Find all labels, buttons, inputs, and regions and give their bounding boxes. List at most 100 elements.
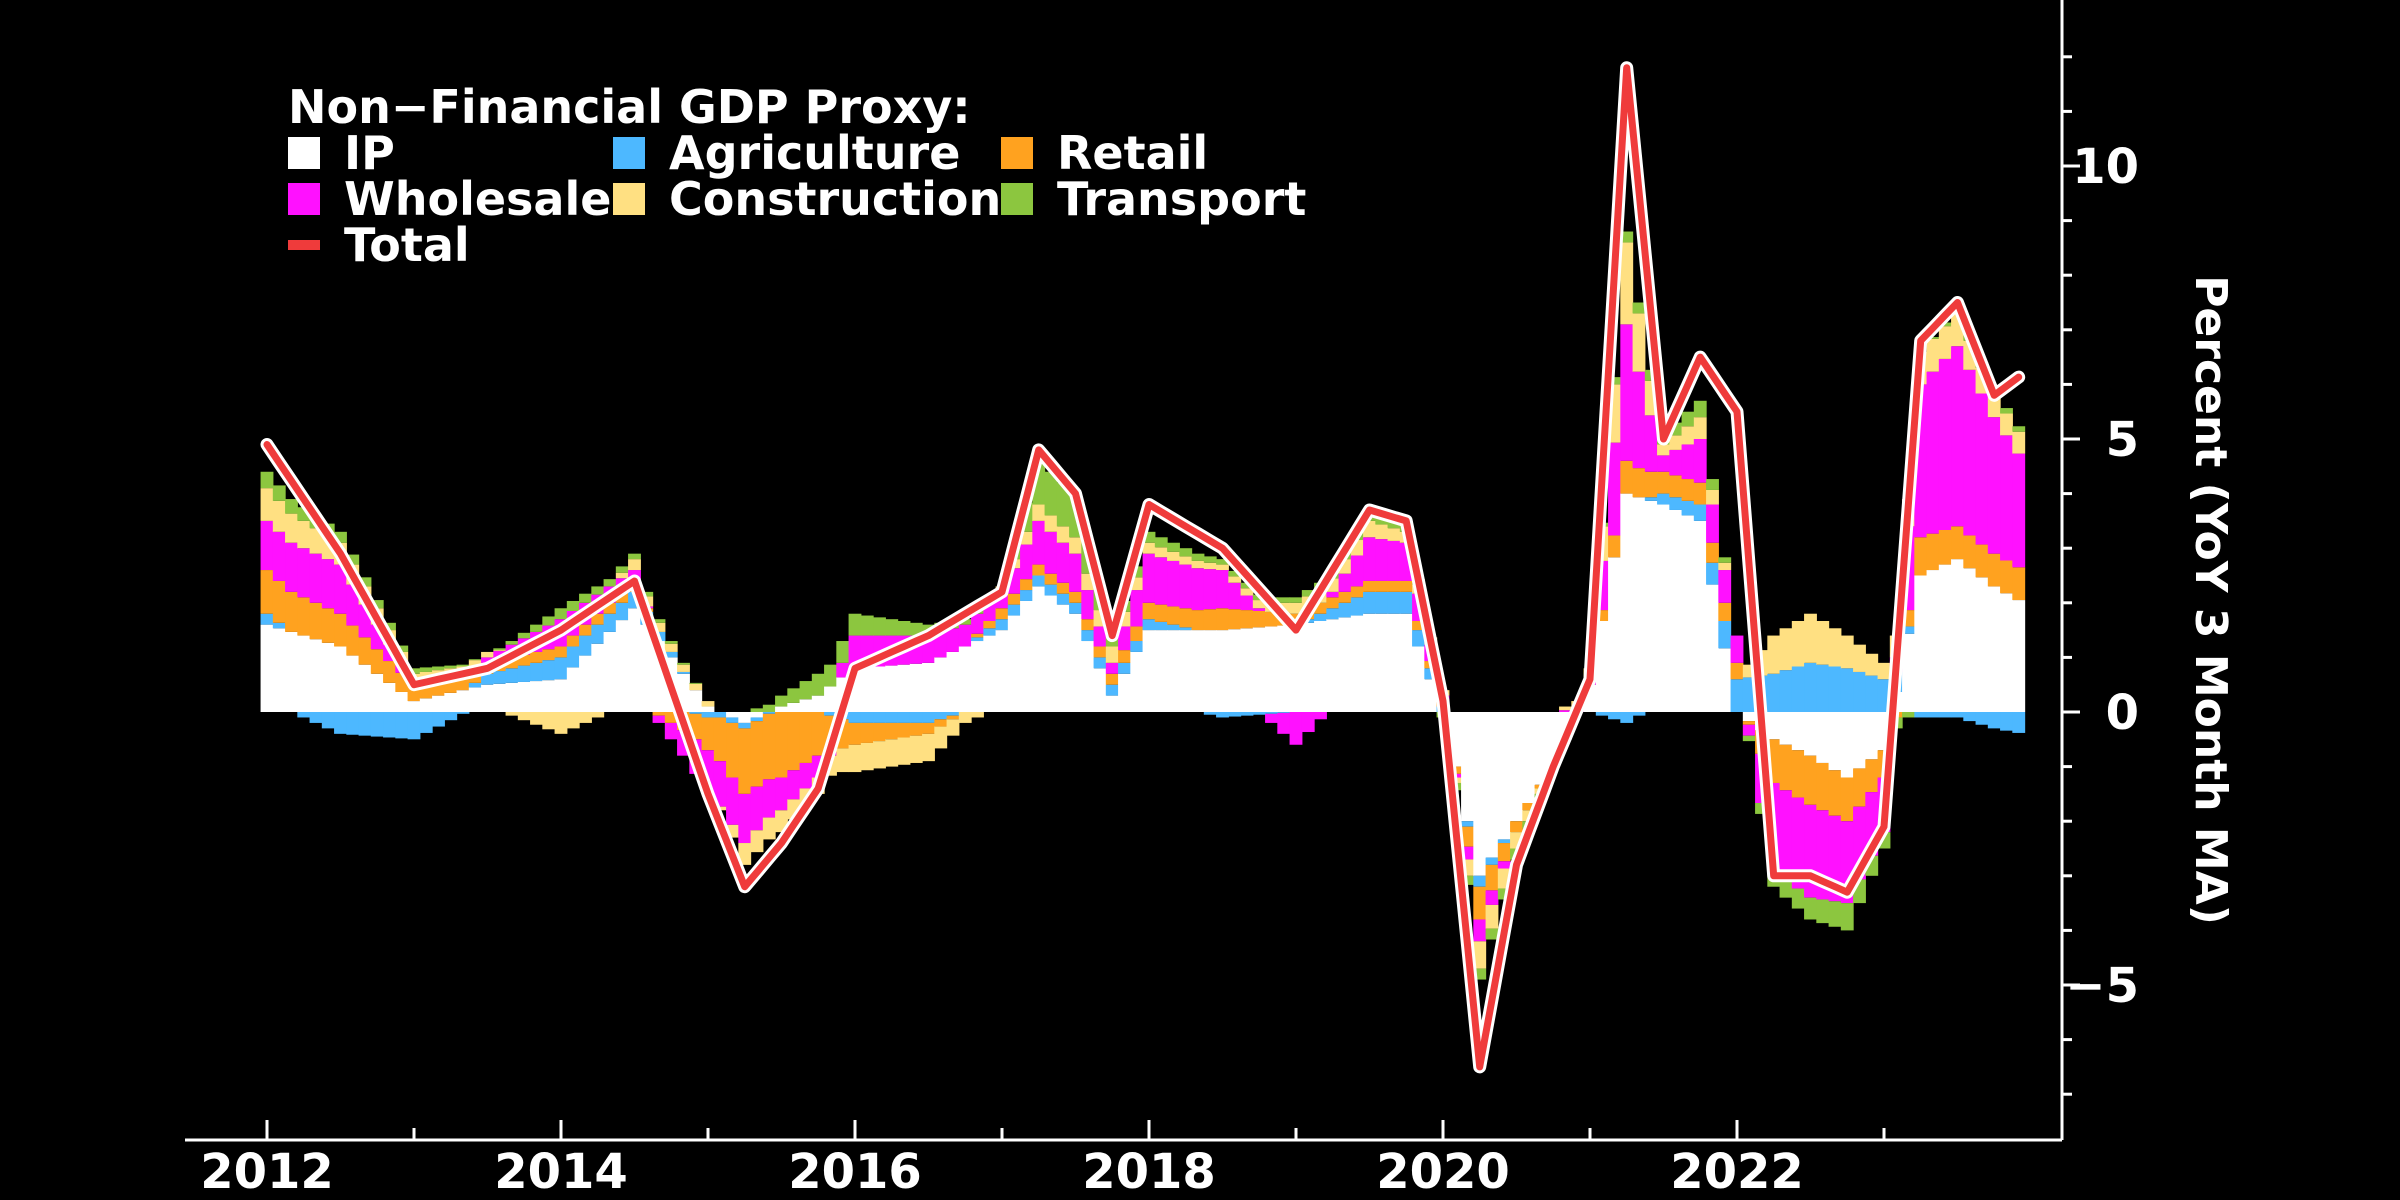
- bar-construction-77: [1203, 562, 1217, 570]
- bar-ip-83: [1277, 625, 1291, 712]
- bar-construction-4: [309, 528, 323, 554]
- bar-construction-56: [946, 719, 960, 736]
- bar-retail-55: [934, 719, 948, 727]
- bar-transport-136: [1926, 337, 1940, 339]
- bar-agriculture-17: [468, 682, 482, 688]
- bar-ip-86: [1314, 621, 1327, 712]
- bar-transport-72: [1142, 531, 1156, 543]
- legend-item-retail: Retail: [1001, 130, 1301, 176]
- bar-ip-127: [1816, 712, 1830, 763]
- bar-construction-119: [1718, 562, 1732, 571]
- bar-transport-126: [1804, 897, 1817, 920]
- bar-construction-126: [1804, 613, 1817, 663]
- bar-agriculture-53: [909, 712, 923, 723]
- bar-ip-49: [860, 667, 874, 712]
- bar-retail-142: [2000, 560, 2013, 594]
- bar-construction-117: [1693, 417, 1707, 439]
- bar-wholesale-87: [1326, 591, 1340, 598]
- bar-construction-2: [285, 513, 298, 543]
- bar-wholesale-117: [1693, 439, 1707, 483]
- bar-ip-126: [1804, 712, 1817, 756]
- bar-agriculture-83: [1277, 712, 1291, 713]
- bar-ip-43: [787, 702, 801, 712]
- bar-ip-98: [1461, 712, 1474, 822]
- bar-agriculture-123: [1767, 673, 1781, 712]
- bar-retail-140: [1975, 544, 1989, 578]
- bar-agriculture-56: [946, 712, 960, 716]
- bar-transport-101: [1497, 888, 1511, 900]
- bar-agriculture-9: [370, 712, 384, 737]
- bar-ip-15: [444, 692, 458, 712]
- bar-construction-30: [628, 559, 641, 571]
- bar-retail-68: [1093, 646, 1107, 658]
- bar-transport-2: [285, 499, 298, 514]
- bar-transport-112: [1632, 302, 1646, 314]
- bar-construction-35: [689, 683, 703, 691]
- bar-agriculture-64: [1044, 584, 1058, 596]
- bar-wholesale-120: [1730, 635, 1744, 663]
- bar-retail-121: [1742, 721, 1756, 725]
- bar-retail-139: [1963, 535, 1977, 569]
- bar-retail-116: [1681, 479, 1695, 501]
- bar-agriculture-111: [1620, 712, 1634, 723]
- bar-retail-129: [1840, 777, 1854, 822]
- bar-agriculture-114: [1657, 493, 1670, 505]
- bar-transport-25: [566, 600, 580, 611]
- bar-wholesale-88: [1338, 573, 1352, 592]
- bar-retail-70: [1118, 650, 1131, 663]
- bar-wholesale-64: [1044, 531, 1058, 574]
- bar-construction-69: [1105, 646, 1119, 663]
- bar-wholesale-101: [1497, 861, 1511, 869]
- bar-agriculture-60: [995, 619, 1009, 631]
- bar-retail-71: [1130, 626, 1144, 642]
- bar-wholesale-111: [1620, 324, 1634, 461]
- bar-wholesale-18: [481, 657, 494, 663]
- bar-retail-81: [1252, 610, 1266, 628]
- bar-wholesale-112: [1632, 371, 1646, 469]
- bar-retail-143: [2012, 567, 2026, 601]
- bar-ip-25: [566, 667, 580, 712]
- bar-transport-143: [2012, 426, 2026, 432]
- bar-ip-90: [1363, 613, 1376, 712]
- bar-agriculture-89: [1350, 597, 1364, 616]
- bar-ip-10: [383, 682, 396, 712]
- bar-transport-7: [346, 554, 360, 565]
- bar-ip-14: [432, 695, 445, 712]
- bar-wholesale-0: [260, 520, 274, 571]
- bar-retail-29: [615, 591, 629, 603]
- legend-label-total: Total: [344, 218, 470, 272]
- bar-agriculture-81: [1252, 712, 1266, 715]
- bar-transport-22: [530, 624, 543, 632]
- bar-transport-29: [615, 566, 629, 573]
- bar-transport-48: [848, 613, 862, 636]
- bar-wholesale-119: [1718, 570, 1732, 603]
- bar-ip-23: [542, 680, 556, 712]
- bar-retail-69: [1105, 673, 1119, 685]
- bar-agriculture-3: [297, 712, 311, 718]
- bar-agriculture-136: [1926, 712, 1940, 718]
- bar-construction-19: [493, 650, 507, 652]
- bar-ip-124: [1779, 712, 1793, 745]
- bar-agriculture-65: [1056, 593, 1070, 605]
- bar-ip-73: [1154, 630, 1168, 712]
- bar-ip-36: [701, 706, 715, 712]
- bar-agriculture-128: [1828, 666, 1842, 712]
- total-line-layer: [260, 61, 2026, 1074]
- bar-ip-140: [1975, 577, 1989, 712]
- bar-construction-92: [1387, 528, 1401, 541]
- bar-retail-103: [1522, 803, 1536, 811]
- bar-transport-83: [1277, 597, 1291, 603]
- bar-construction-48: [848, 744, 862, 773]
- bar-agriculture-4: [309, 712, 323, 723]
- bar-transport-129: [1840, 903, 1854, 931]
- bar-wholesale-2: [285, 542, 298, 592]
- bar-transport-12: [407, 668, 421, 674]
- x-tick-label: 2014: [494, 1144, 628, 1200]
- bar-retail-94: [1412, 621, 1425, 631]
- bar-construction-26: [579, 712, 592, 723]
- bar-construction-64: [1044, 515, 1058, 532]
- bar-retail-1: [272, 580, 286, 623]
- bar-transport-127: [1816, 899, 1830, 924]
- bar-retail-63: [1032, 564, 1046, 576]
- bar-ip-21: [517, 681, 531, 712]
